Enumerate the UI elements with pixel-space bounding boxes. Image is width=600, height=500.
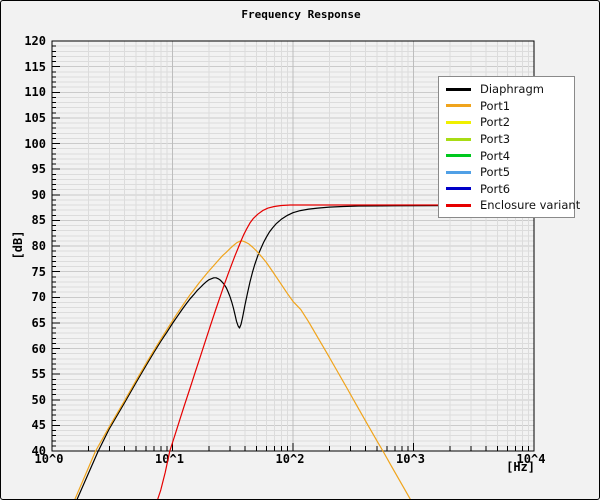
- legend-label: Port1: [480, 98, 511, 113]
- legend-label: Enclosure variant: [480, 198, 581, 213]
- x-tick-label: 10^4: [516, 452, 546, 466]
- legend-label: Port5: [480, 165, 511, 180]
- y-tick-label: 45: [31, 418, 46, 433]
- legend-color-line-port4: [446, 154, 471, 158]
- legend-item-port2: Port2: [439, 114, 574, 131]
- y-tick-label: 120: [24, 34, 46, 48]
- legend-item-enclosure-variant: Enclosure variant: [439, 197, 580, 214]
- legend-item-port4: Port4: [439, 147, 574, 164]
- x-tick-label: 10^0: [34, 452, 64, 466]
- y-tick-label: 70: [31, 290, 46, 305]
- legend-item-diaphragm: Diaphragm: [439, 81, 574, 98]
- legend-color-line-port5: [446, 170, 471, 174]
- legend-item-port3: Port3: [439, 131, 574, 148]
- legend-item-port1: Port1: [439, 98, 574, 115]
- y-tick-label: 55: [31, 367, 46, 382]
- y-tick-label: 115: [24, 59, 46, 74]
- legend-color-line-enclosure-variant: [446, 203, 471, 207]
- y-tick-label: 40: [31, 444, 46, 458]
- x-tick-label: 10^3: [396, 452, 425, 466]
- y-tick-label: 90: [31, 187, 46, 202]
- curve-port1: [74, 240, 411, 499]
- y-tick-label: 100: [24, 136, 46, 151]
- y-tick-label: 80: [31, 239, 46, 253]
- legend-item-port6: Port6: [439, 181, 574, 198]
- y-tick-label: 110: [24, 85, 46, 100]
- legend-color-line-port6: [446, 187, 471, 191]
- y-tick-label: 75: [31, 264, 46, 279]
- chart-legend: Diaphragm Port1 Port2 Port3 Port4 Port5 Port6 E…: [438, 76, 580, 218]
- legend-label: Diaphragm: [480, 82, 544, 97]
- y-tick-label: 60: [31, 341, 46, 356]
- y-tick-label: 50: [31, 392, 46, 407]
- legend-label: Port2: [480, 115, 511, 130]
- legend-label: Port6: [480, 181, 511, 196]
- x-tick-label: 10^1: [155, 452, 184, 466]
- legend-color-line-port1: [446, 104, 471, 108]
- legend-label: Port4: [480, 148, 511, 163]
- x-tick-label: 10^2: [275, 452, 305, 466]
- y-tick-label: 85: [31, 213, 46, 228]
- chart-title: Frequency Response: [241, 8, 361, 21]
- legend-item-port5: Port5: [439, 164, 574, 181]
- y-tick-label: 65: [31, 315, 46, 330]
- y-tick-label: 95: [31, 162, 46, 177]
- legend-color-line-port2: [446, 120, 471, 124]
- y-tick-label: 105: [24, 110, 46, 125]
- curve-enclosure-variant: [157, 204, 534, 499]
- legend-color-line-port3: [446, 137, 471, 141]
- legend-label: Port3: [480, 132, 511, 147]
- legend-color-line-diaphragm: [446, 87, 471, 91]
